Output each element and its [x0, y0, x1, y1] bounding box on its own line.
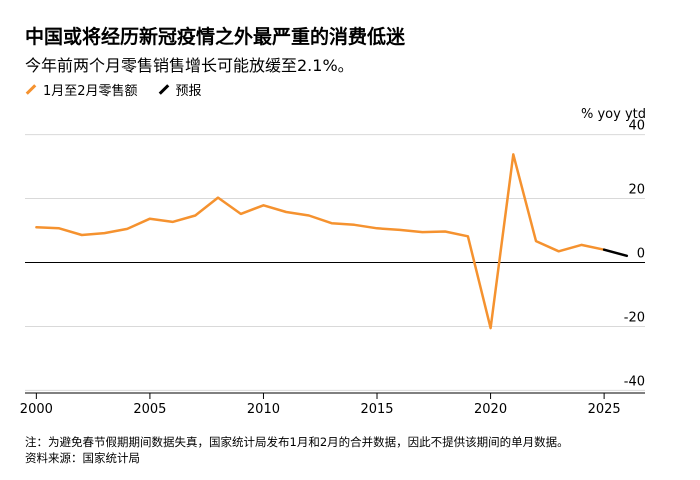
- y-tick-label--40: -40: [624, 374, 645, 389]
- legend-item-retail: 1月至2月零售额: [25, 80, 138, 99]
- y-axis-unit: % yoy ytd: [581, 107, 646, 122]
- x-tick-label-2015: 2015: [360, 402, 393, 417]
- footnote-note: 注：为避免春节假期期间数据失真，国家统计局发布1月和2月的合并数据，因此不提供该…: [25, 435, 569, 449]
- legend-item-forecast: 预报: [158, 80, 202, 99]
- x-tick-label-2005: 2005: [133, 402, 166, 417]
- series-line-forecast: [602, 248, 629, 258]
- x-tick-label-2020: 2020: [474, 402, 507, 417]
- footnote-block: 注：为避免春节假期期间数据失真，国家统计局发布1月和2月的合并数据，因此不提供该…: [25, 434, 569, 466]
- y-tick-label--20: -20: [624, 310, 645, 325]
- y-tick-label-0: 0: [637, 247, 645, 262]
- legend-label-forecast: 预报: [175, 84, 202, 99]
- x-tick-label-2010: 2010: [247, 402, 280, 417]
- chart-title: 中国或将经历新冠疫情之外最严重的消费低迷: [25, 26, 406, 48]
- chart-subtitle: 今年前两个月零售销售增长可能放缓至2.1%。: [25, 56, 354, 75]
- legend: 1月至2月零售额 预报: [25, 80, 222, 99]
- series-line-retail: [35, 153, 606, 330]
- footnote-source: 资料来源：国家统计局: [25, 451, 140, 465]
- y-tick-label-40: 40: [628, 119, 645, 134]
- legend-label-retail: 1月至2月零售额: [43, 84, 138, 99]
- y-tick-label-20: 20: [628, 183, 645, 198]
- x-tick-label-2025: 2025: [588, 402, 621, 417]
- x-tick-label-2000: 2000: [20, 402, 53, 417]
